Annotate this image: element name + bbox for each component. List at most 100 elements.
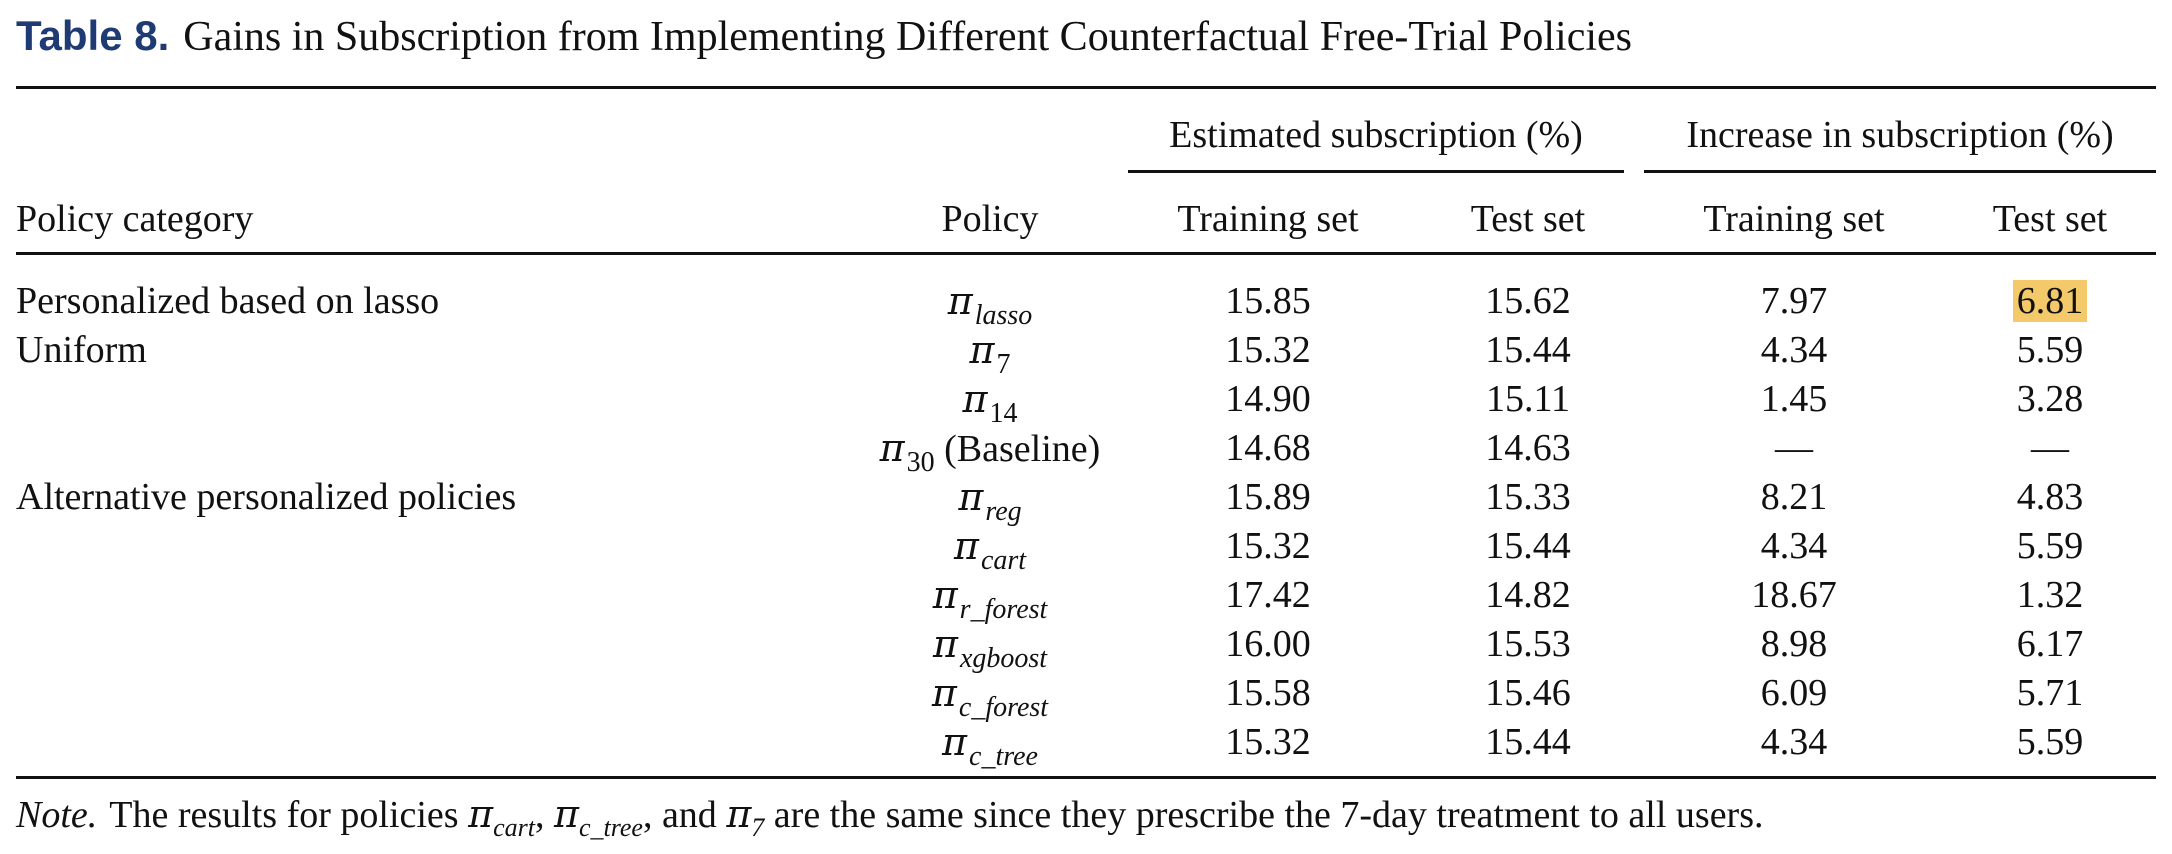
- policy-subscript: reg: [985, 496, 1022, 527]
- cell-est-test-value: 14.82: [1485, 574, 1571, 616]
- note-text-c: , and: [642, 794, 727, 836]
- cell-est-test-value: 15.53: [1485, 623, 1571, 665]
- cell-inc-train-value: 4.34: [1760, 525, 1828, 567]
- table-note: Note. The results for policies πcart, πc_…: [16, 792, 1764, 842]
- policy-pi-symbol: π: [879, 426, 905, 470]
- cell-inc-train-value: 1.45: [1760, 378, 1828, 420]
- cell-est-test-value: 15.44: [1485, 329, 1571, 371]
- top-rule: [16, 86, 2156, 89]
- cell-inc-test-value: 6.17: [2016, 623, 2084, 665]
- cell-est-test: 15.11: [1408, 376, 1648, 422]
- cell-est-train: 15.85: [1128, 278, 1408, 324]
- cell-inc-train-value: 4.34: [1760, 721, 1828, 763]
- cell-inc-test-value: 5.59: [2016, 721, 2084, 763]
- table-title: Gains in Subscription from Implementing …: [183, 14, 1632, 60]
- note-text-b: ,: [534, 794, 554, 836]
- header-training-set-estimated: Training set: [1177, 198, 1359, 240]
- policy-suffix: (Baseline): [934, 428, 1101, 470]
- cell-inc-test-value: 5.59: [2016, 329, 2084, 371]
- cell-inc-train-value: 4.34: [1760, 329, 1828, 371]
- estimated-span-rule: [1128, 170, 1624, 173]
- cell-est-train: 16.00: [1128, 621, 1408, 667]
- cell-est-train-value: 15.58: [1225, 672, 1311, 714]
- cell-inc-train: 7.97: [1644, 278, 1944, 324]
- cell-inc-test: 5.59: [1944, 327, 2156, 373]
- header-training-set-increase: Training set: [1703, 198, 1885, 240]
- increase-span-rule: [1644, 170, 2156, 173]
- policy-subscript: 14: [989, 398, 1018, 429]
- header-policy-category: Policy category: [16, 198, 254, 240]
- cell-policy-category: Uniform: [16, 329, 147, 371]
- cell-est-test-value: 15.46: [1485, 672, 1571, 714]
- cell-policy: π14: [840, 376, 1140, 429]
- header-policy: Policy: [941, 198, 1039, 240]
- cell-est-train-value: 15.32: [1225, 721, 1311, 763]
- policy-subscript: xgboost: [959, 643, 1048, 674]
- cell-policy: π7: [840, 327, 1140, 380]
- cell-inc-test: 1.32: [1944, 572, 2156, 618]
- policy-pi-symbol: π: [931, 671, 957, 715]
- cell-est-test-value: 15.44: [1485, 525, 1571, 567]
- policy-pi-symbol: π: [953, 524, 979, 568]
- cell-inc-train: 4.34: [1644, 327, 1944, 373]
- bottom-rule: [16, 776, 2156, 779]
- policy-subscript: 7: [996, 349, 1011, 380]
- cell-policy: πreg: [840, 474, 1140, 527]
- policy-subscript: cart: [980, 545, 1027, 576]
- cell-est-train: 14.90: [1128, 376, 1408, 422]
- cell-inc-test-value: 4.83: [2016, 476, 2084, 518]
- note-label: Note.: [16, 794, 98, 836]
- cell-est-test: 15.33: [1408, 474, 1648, 520]
- cell-est-test-value: 15.11: [1485, 378, 1571, 420]
- cell-inc-train: 8.21: [1644, 474, 1944, 520]
- cell-est-train: 15.89: [1128, 474, 1408, 520]
- cell-policy-category: Alternative personalized policies: [16, 476, 517, 518]
- policy-subscript: c_tree: [969, 741, 1038, 772]
- cell-inc-train: 4.34: [1644, 719, 1944, 765]
- note-pi-1: π: [468, 792, 494, 836]
- policy-pi-symbol: π: [958, 475, 984, 519]
- cell-policy: πc_forest: [840, 670, 1140, 723]
- cell-est-test-value: 14.63: [1485, 427, 1571, 469]
- cell-est-train-value: 15.32: [1225, 329, 1311, 371]
- cell-inc-train-value: 18.67: [1751, 574, 1837, 616]
- header-rule: [16, 252, 2156, 255]
- cell-est-test-value: 15.62: [1485, 280, 1571, 322]
- table-caption: Table 8. Gains in Subscription from Imple…: [16, 12, 1632, 61]
- cell-est-test: 14.63: [1408, 425, 1648, 471]
- policy-pi-symbol: π: [932, 573, 958, 617]
- policy-pi-symbol: π: [942, 720, 968, 764]
- cell-est-test-value: 15.44: [1485, 721, 1571, 763]
- cell-policy: πcart: [840, 523, 1140, 576]
- cell-inc-train-value: 8.98: [1760, 623, 1828, 665]
- cell-inc-test: 3.28: [1944, 376, 2156, 422]
- cell-inc-train: 1.45: [1644, 376, 1944, 422]
- note-text-a: The results for policies: [109, 794, 469, 836]
- policy-subscript: c_forest: [958, 692, 1049, 723]
- cell-est-test: 15.44: [1408, 523, 1648, 569]
- header-test-set-estimated: Test set: [1470, 198, 1586, 240]
- cell-est-test: 15.62: [1408, 278, 1648, 324]
- cell-est-test: 15.53: [1408, 621, 1648, 667]
- cell-inc-train: 4.34: [1644, 523, 1944, 569]
- cell-inc-train-value: 6.09: [1760, 672, 1828, 714]
- cell-policy: πr_forest: [840, 572, 1140, 625]
- cell-est-test: 14.82: [1408, 572, 1648, 618]
- policy-pi-symbol: π: [962, 377, 988, 421]
- policy-subscript: r_forest: [959, 594, 1048, 625]
- cell-inc-test-value: —: [2031, 427, 2069, 469]
- cell-inc-test: 5.71: [1944, 670, 2156, 716]
- cell-policy: π30 (Baseline): [840, 425, 1140, 478]
- cell-est-train: 15.32: [1128, 719, 1408, 765]
- cell-inc-test: 5.59: [1944, 523, 2156, 569]
- cell-est-test: 15.44: [1408, 327, 1648, 373]
- cell-est-train-value: 14.68: [1225, 427, 1311, 469]
- cell-inc-train: 18.67: [1644, 572, 1944, 618]
- cell-inc-test: 6.81: [1944, 278, 2156, 324]
- cell-inc-train: —: [1644, 425, 1944, 471]
- cell-inc-test: 4.83: [1944, 474, 2156, 520]
- cell-est-train-value: 15.89: [1225, 476, 1311, 518]
- cell-est-test: 15.44: [1408, 719, 1648, 765]
- cell-inc-test: 5.59: [1944, 719, 2156, 765]
- cell-inc-train-value: —: [1775, 427, 1813, 469]
